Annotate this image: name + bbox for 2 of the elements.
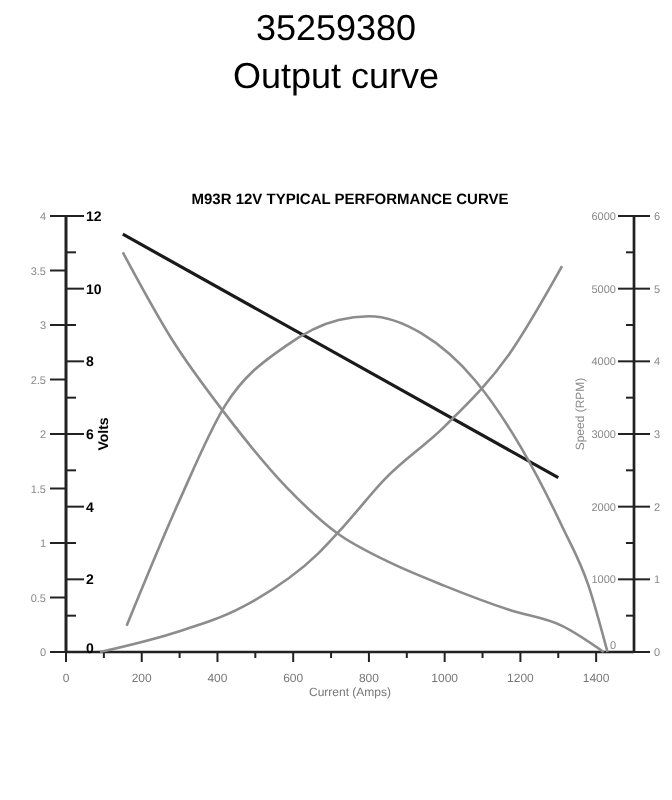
chart-subtitle: Output curve — [232, 56, 440, 96]
chart-title: 35259380 — [255, 8, 417, 48]
